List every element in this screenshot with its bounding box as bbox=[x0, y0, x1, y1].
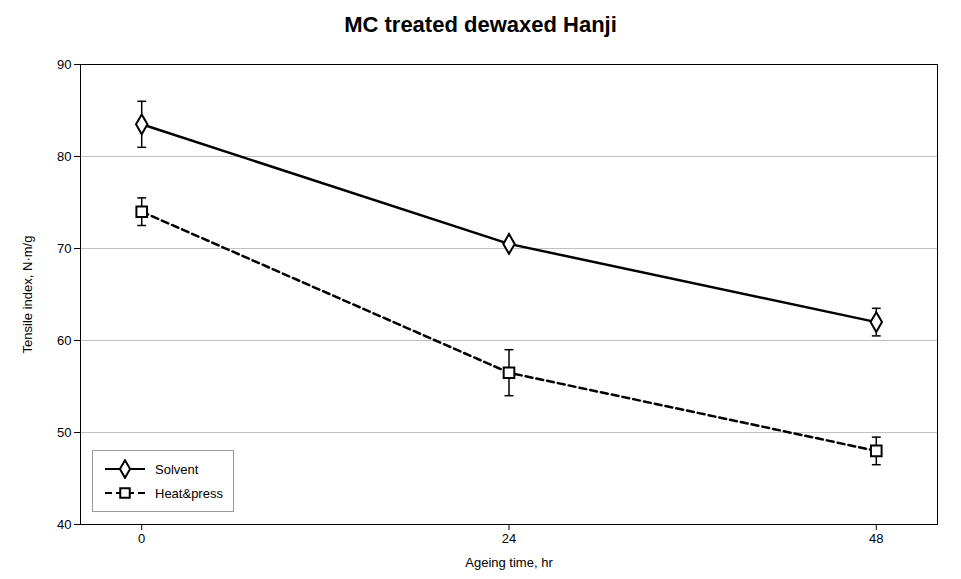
svg-text:24: 24 bbox=[502, 531, 516, 546]
svg-text:40: 40 bbox=[57, 517, 71, 532]
html-text:Heat&press: Heat&press bbox=[155, 485, 223, 501]
svg-text:48: 48 bbox=[869, 531, 883, 546]
svg-text:0: 0 bbox=[138, 531, 145, 546]
svg-text:50: 50 bbox=[57, 425, 71, 440]
html-text:MC treated dewaxed Hanji: MC treated dewaxed Hanji bbox=[344, 12, 617, 37]
svg-text:90: 90 bbox=[57, 57, 71, 72]
svg-text:70: 70 bbox=[57, 241, 71, 256]
svg-text:60: 60 bbox=[57, 333, 71, 348]
svg-text:80: 80 bbox=[57, 149, 71, 164]
svg-text:Ageing time, hr: Ageing time, hr bbox=[465, 555, 553, 570]
html-text:Solvent: Solvent bbox=[155, 461, 199, 477]
svg-text:Tensile index, N·m/g: Tensile index, N·m/g bbox=[20, 236, 35, 354]
